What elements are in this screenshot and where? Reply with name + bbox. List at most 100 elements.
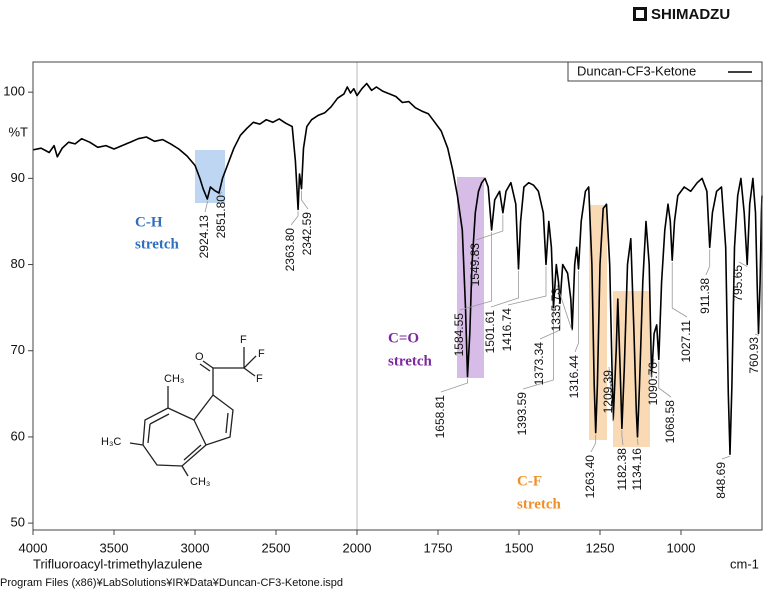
bond [149, 413, 170, 425]
bond [129, 442, 144, 446]
leader-line [754, 333, 759, 336]
x-axis-label: cm-1 [730, 556, 759, 571]
x-tick-label: 1250 [586, 540, 615, 555]
group-label: stretch [388, 353, 433, 369]
co-highlight [457, 177, 484, 378]
atom-label: CH₃ [190, 476, 210, 488]
leader-line [204, 201, 208, 213]
x-tick-label: 4000 [19, 540, 48, 555]
bond [147, 423, 151, 444]
peak-label: 1134.16 [630, 448, 644, 491]
bond [181, 465, 189, 477]
peak-label: 1658.81 [433, 395, 447, 439]
atom-label: H₃C [101, 436, 121, 448]
peak-label: 1416.74 [500, 308, 514, 352]
file-path: Program Files (x86)¥LabSolutions¥IR¥Data… [0, 577, 343, 589]
x-tick-label: 2000 [343, 540, 372, 555]
leader-line [218, 191, 223, 196]
spectrum-line [32, 82, 763, 455]
x-tick-label: 1750 [424, 540, 453, 555]
leader-line [658, 361, 672, 398]
leader-line [440, 378, 468, 393]
leader-line [590, 434, 597, 453]
peak-label: 1549.83 [468, 243, 482, 287]
y-axis-label: %T [9, 124, 29, 139]
leader-line [671, 262, 688, 318]
peak-label: 1068.58 [663, 400, 677, 444]
peak-label: 1373.34 [532, 342, 546, 386]
legend: Duncan-CF3-Ketone [567, 61, 763, 82]
leader-line [539, 305, 561, 340]
atom-label: O [195, 351, 204, 363]
peak-label: 2363.80 [283, 228, 297, 272]
leader-line [651, 358, 655, 379]
leader-line [621, 430, 624, 446]
x-tick-label: 1500 [505, 540, 534, 555]
leader-line [490, 270, 519, 308]
peak-label: 760.93 [747, 337, 761, 374]
leader-line [556, 284, 573, 332]
sample-name: Trifluoroacyl-trimethylazulene [33, 556, 202, 571]
logo-icon [636, 10, 644, 18]
x-tick-label: 3000 [181, 540, 210, 555]
brand-logo: SHIMADZU [633, 6, 730, 23]
group-label: C-H [135, 214, 163, 230]
bond [183, 444, 202, 461]
leader-line [475, 214, 504, 241]
group-label: stretch [135, 236, 180, 252]
bond [199, 363, 211, 372]
atom-label: CH₃ [164, 373, 184, 385]
x-tick-label: 1000 [667, 540, 696, 555]
peak-label: 1501.61 [483, 310, 497, 354]
bond [225, 412, 229, 434]
peak-label: 1209.39 [601, 370, 615, 414]
peak-label: 911.38 [698, 278, 712, 314]
peak-label: 1393.59 [515, 392, 529, 436]
atom-label: F [240, 334, 247, 346]
bond [202, 360, 214, 369]
peak-label: 2342.59 [300, 212, 314, 256]
legend-box [567, 61, 763, 82]
peak-label: 1182.38 [615, 448, 629, 491]
group-label: C-F [517, 473, 542, 489]
leader-line [507, 266, 547, 306]
peak-label: 1335.73 [549, 288, 563, 332]
group-label: stretch [517, 496, 562, 512]
plot-frame [32, 61, 763, 531]
peak-label: 2851.80 [214, 195, 228, 239]
y-tick-label: 50 [11, 515, 25, 530]
peak-label: 2924.13 [197, 215, 211, 259]
leader-line [301, 190, 309, 210]
peak-label: 1263.40 [583, 455, 597, 499]
atom-label: F [256, 373, 263, 385]
atom-label: F [258, 348, 265, 360]
legend-label: Duncan-CF3-Ketone [577, 63, 696, 78]
y-tick-label: 70 [11, 342, 25, 357]
leader-line [738, 261, 748, 267]
peak-label: 1027.11 [679, 320, 693, 363]
leader-line [705, 249, 711, 276]
peak-label: 1584.55 [452, 313, 466, 357]
y-tick-label: 80 [11, 256, 25, 271]
peak-label: 795.65 [731, 265, 745, 302]
y-tick-label: 100 [3, 84, 25, 99]
leader-line [721, 455, 731, 460]
plot [32, 62, 763, 530]
molecule [129, 347, 257, 477]
y-tick-label: 60 [11, 428, 25, 443]
leader-line [290, 211, 299, 226]
leader-line [459, 232, 493, 311]
bond [243, 367, 256, 377]
x-tick-label: 3500 [100, 540, 129, 555]
peak-label: 1090.76 [646, 362, 660, 406]
leader-line [574, 270, 579, 353]
bond [193, 394, 234, 446]
group-label: C=O [388, 330, 419, 346]
bond [243, 355, 257, 369]
brand: SHIMADZU [651, 6, 730, 23]
leader-line [608, 366, 614, 422]
peak-label: 848.69 [714, 462, 728, 499]
peak-label: 1316.44 [567, 355, 581, 399]
y-tick-label: 90 [11, 170, 25, 185]
